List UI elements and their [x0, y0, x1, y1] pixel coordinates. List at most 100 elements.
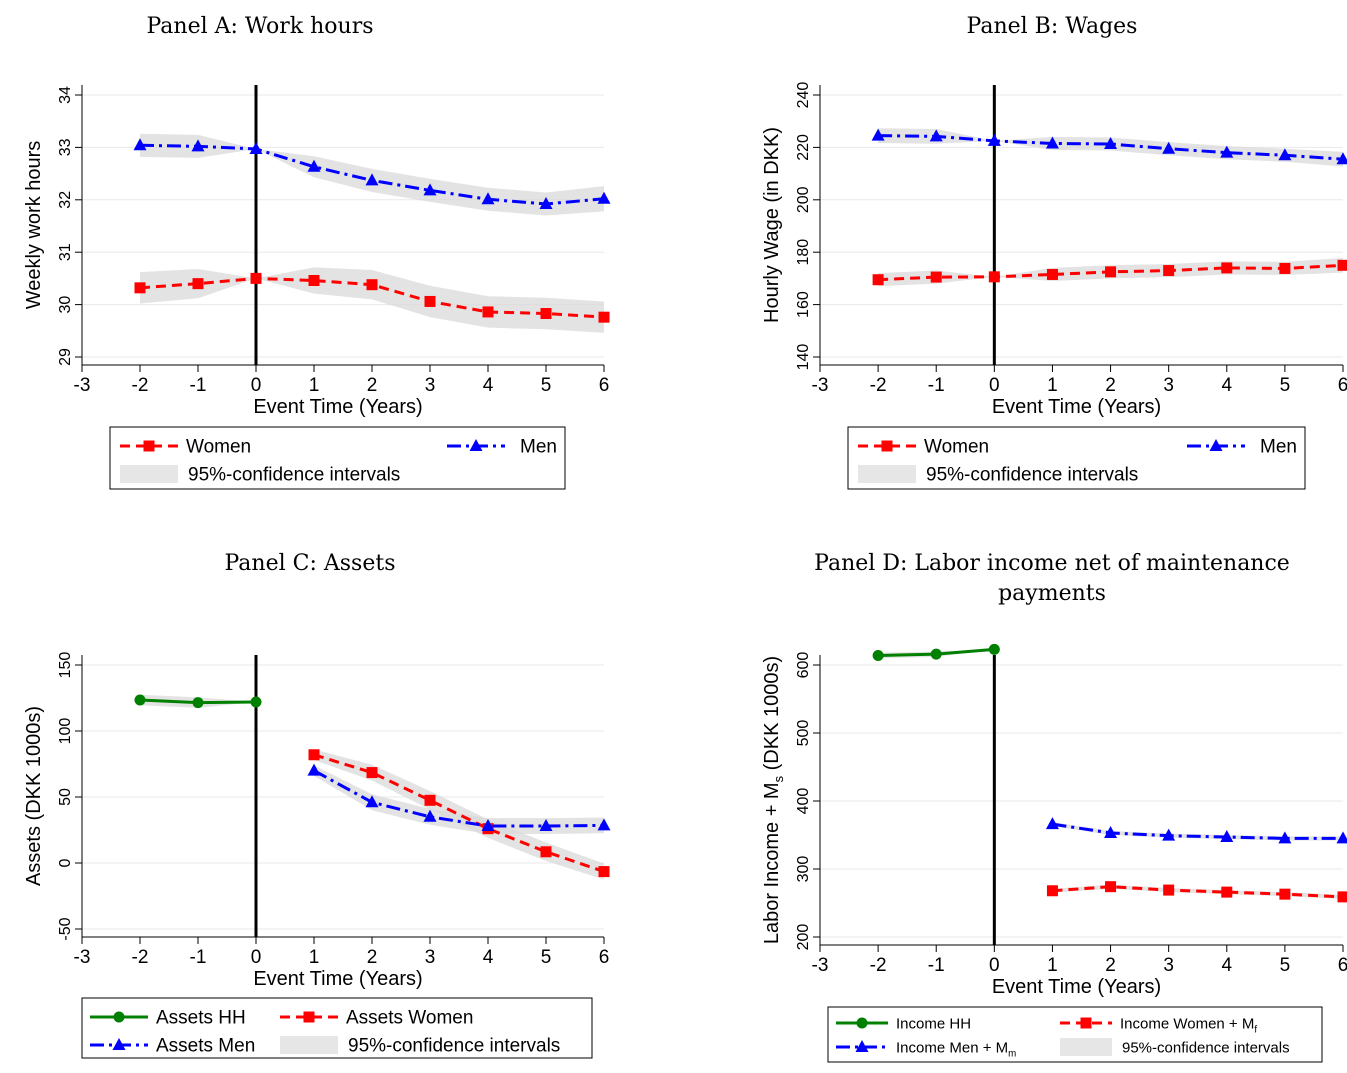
data-point — [250, 696, 262, 708]
y-tick-label: 31 — [57, 243, 74, 261]
legend-band-swatch — [858, 465, 916, 483]
data-point — [481, 192, 495, 205]
x-tick-label: 5 — [541, 947, 552, 968]
data-point — [134, 282, 146, 294]
legend-label: Men — [520, 437, 557, 458]
data-point — [1105, 266, 1117, 278]
legend-marker — [881, 440, 893, 452]
y-axis-label: Labor Income + Ms (DKK 1000s) — [761, 656, 786, 944]
x-tick-label: -3 — [812, 955, 829, 976]
data-point — [598, 866, 610, 878]
series-line — [1052, 822, 1343, 840]
y-axis-label: Weekly work hours — [23, 141, 45, 310]
data-point — [366, 279, 378, 291]
x-tick-label: 3 — [425, 947, 436, 968]
chart-title: Panel C: Assets — [224, 551, 395, 576]
data-point — [308, 274, 320, 286]
legend-label: Assets Women — [346, 1008, 473, 1029]
data-point — [539, 819, 553, 832]
x-tick-label: 6 — [599, 947, 610, 968]
x-axis-label: Event Time (Years) — [992, 396, 1161, 418]
legend-marker — [469, 439, 483, 451]
y-tick-label: 160 — [795, 291, 812, 318]
legend-marker — [113, 1011, 125, 1023]
x-tick-label: 6 — [599, 375, 610, 396]
data-point — [1163, 265, 1175, 277]
x-tick-label: 6 — [1338, 955, 1347, 976]
data-point — [1221, 886, 1233, 898]
data-point — [1336, 152, 1347, 165]
data-point — [872, 274, 884, 286]
data-point — [539, 196, 553, 209]
y-tick-label: 220 — [795, 134, 812, 161]
ci-band — [140, 267, 604, 333]
series-line — [313, 769, 605, 828]
y-tick-label: 600 — [795, 652, 812, 679]
chart-panel-3: Panel C: Assets -50 0 50 100 150 -3 -2 -1 0 1 2 3 4 5 6… — [23, 551, 611, 1059]
legend-marker — [1080, 1017, 1092, 1029]
data-point — [987, 133, 1001, 146]
y-tick-label: 140 — [795, 344, 812, 371]
data-point — [1278, 148, 1292, 161]
data-point — [598, 311, 610, 323]
y-tick-label: 240 — [795, 82, 812, 109]
data-point — [1278, 831, 1292, 844]
legend-box — [847, 426, 1306, 490]
data-point — [1105, 881, 1117, 893]
data-point — [1220, 830, 1234, 843]
data-point — [1279, 262, 1291, 274]
chart-title: Panel D: Labor income net of maintenance — [814, 551, 1290, 576]
data-point — [365, 795, 379, 808]
data-point — [1162, 141, 1176, 154]
legend-marker — [303, 1011, 315, 1023]
x-tick-label: 4 — [1221, 955, 1232, 976]
x-tick-label: -3 — [74, 375, 91, 396]
y-tick-label: 32 — [57, 191, 74, 209]
data-point — [1046, 268, 1058, 280]
x-axis-label: Event Time (Years) — [992, 976, 1161, 998]
legend-label: 95%-confidence intervals — [1122, 1039, 1290, 1056]
x-tick-label: 0 — [251, 375, 262, 396]
y-tick-label: 100 — [57, 718, 74, 745]
x-tick-label: 2 — [1105, 955, 1116, 976]
x-tick-label: -3 — [812, 375, 829, 396]
data-point — [1221, 262, 1233, 274]
data-point — [930, 648, 942, 660]
chart-panel-2: Panel B: Wages 140 160 180 200 220 240 -3 -2 -1 0 1… — [761, 14, 1347, 490]
x-tick-label: -1 — [190, 375, 207, 396]
data-point — [308, 749, 320, 761]
legend-marker — [112, 1038, 126, 1050]
data-point — [481, 819, 495, 832]
legend-label: Income Women + Mf — [1120, 1015, 1257, 1035]
data-point — [424, 794, 436, 806]
x-tick-label: 3 — [425, 375, 436, 396]
legend-marker — [1209, 439, 1223, 451]
data-point — [366, 767, 378, 779]
legend-label: 95%-confidence intervals — [926, 465, 1138, 486]
data-point — [988, 271, 1000, 283]
legend-marker — [856, 1017, 868, 1029]
data-point — [134, 694, 146, 706]
legend-marker — [855, 1040, 869, 1052]
data-point — [192, 697, 204, 709]
x-tick-label: 5 — [1280, 955, 1291, 976]
data-point — [191, 139, 205, 152]
x-tick-label: -2 — [870, 375, 887, 396]
y-tick-label: 34 — [57, 86, 74, 104]
data-point — [1104, 825, 1118, 838]
y-tick-label: -50 — [57, 917, 74, 940]
data-point — [192, 278, 204, 290]
data-point — [1163, 884, 1175, 896]
y-axis-label: Hourly Wage (in DKK) — [761, 127, 783, 323]
data-point — [1045, 817, 1059, 830]
legend-box — [109, 426, 566, 490]
data-point — [929, 129, 943, 142]
x-tick-label: -1 — [928, 375, 945, 396]
data-point — [1337, 891, 1347, 903]
x-tick-label: -3 — [74, 947, 91, 968]
legend-label: 95%-confidence intervals — [188, 465, 400, 486]
x-tick-label: 1 — [309, 375, 320, 396]
data-point — [423, 809, 437, 822]
x-tick-label: 0 — [989, 375, 1000, 396]
